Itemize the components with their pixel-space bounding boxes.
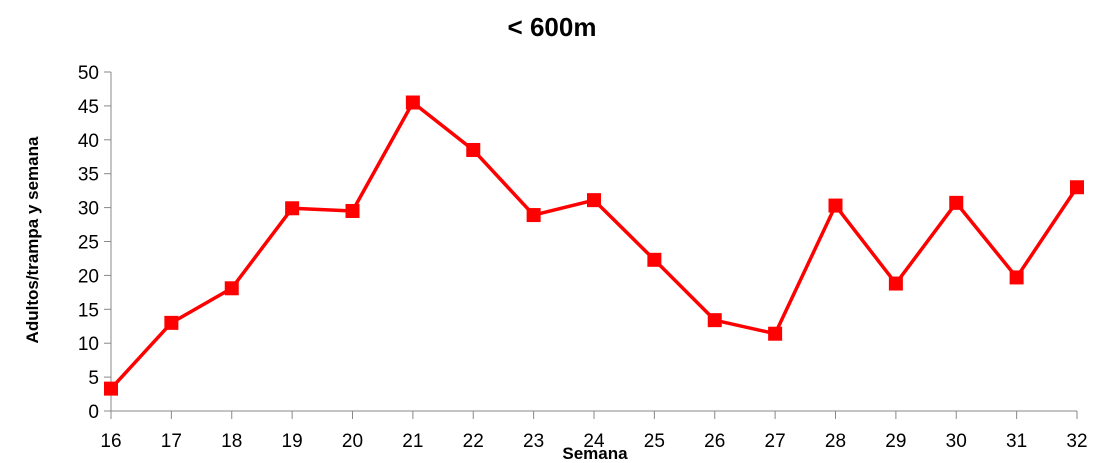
x-tick-label: 21 [402,431,423,452]
data-point-marker [647,252,662,267]
data-point-marker [285,201,300,216]
data-point-marker [707,313,722,328]
y-tick-label: 0 [88,402,99,423]
data-point-marker [164,315,179,330]
x-tick-label: 24 [583,431,605,452]
tick-labels: 0 5 10 15 20 25 30 35 40 45 50 16 17 18 19 20 21 22 23 24 25… [78,63,1088,452]
y-tick-label: 30 [78,199,99,220]
data-point-marker [768,326,783,341]
data-point-marker [104,381,118,396]
x-axis-label: Semana [562,444,628,463]
y-tick-label: 45 [78,97,99,118]
data-point-marker [526,208,541,223]
x-tick-label: 19 [282,431,303,452]
x-tick-label: 26 [704,431,725,452]
x-tick-label: 18 [221,431,242,452]
axes [104,71,1078,419]
x-tick-label: 31 [1006,431,1027,452]
y-tick-label: 40 [78,131,99,152]
series-layer [104,95,1084,396]
data-point-marker [405,95,420,110]
data-point-marker [224,281,239,296]
data-point-marker [888,276,903,291]
y-tick-label: 25 [78,233,99,254]
x-tick-label: 16 [100,431,121,452]
data-point-marker [1070,180,1084,195]
x-tick-label: 27 [765,431,786,452]
y-tick-label: 10 [78,334,99,355]
y-axis-label: Adultos/trampa y semana [23,136,42,343]
x-tick-label: 25 [644,431,665,452]
x-tick-label: 22 [463,431,484,452]
data-point-marker [828,198,843,213]
x-tick-label: 28 [825,431,846,452]
x-tick-label: 32 [1066,431,1087,452]
y-tick-label: 20 [78,266,99,287]
y-tick-label: 35 [78,165,99,186]
data-point-marker [949,195,964,210]
x-tick-label: 20 [342,431,363,452]
x-tick-label: 29 [885,431,906,452]
y-tick-label: 5 [88,368,99,389]
y-tick-label: 15 [78,300,99,321]
data-point-marker [587,193,601,208]
data-point-marker [1009,270,1024,285]
x-tick-label: 30 [946,431,967,452]
x-tick-label: 17 [161,431,182,452]
data-point-marker [466,142,481,157]
y-tick-label: 50 [78,63,99,84]
chart-title: < 600m [508,12,597,42]
x-tick-label: 23 [523,431,544,452]
series-line [109,100,1079,390]
data-point-marker [345,203,360,218]
